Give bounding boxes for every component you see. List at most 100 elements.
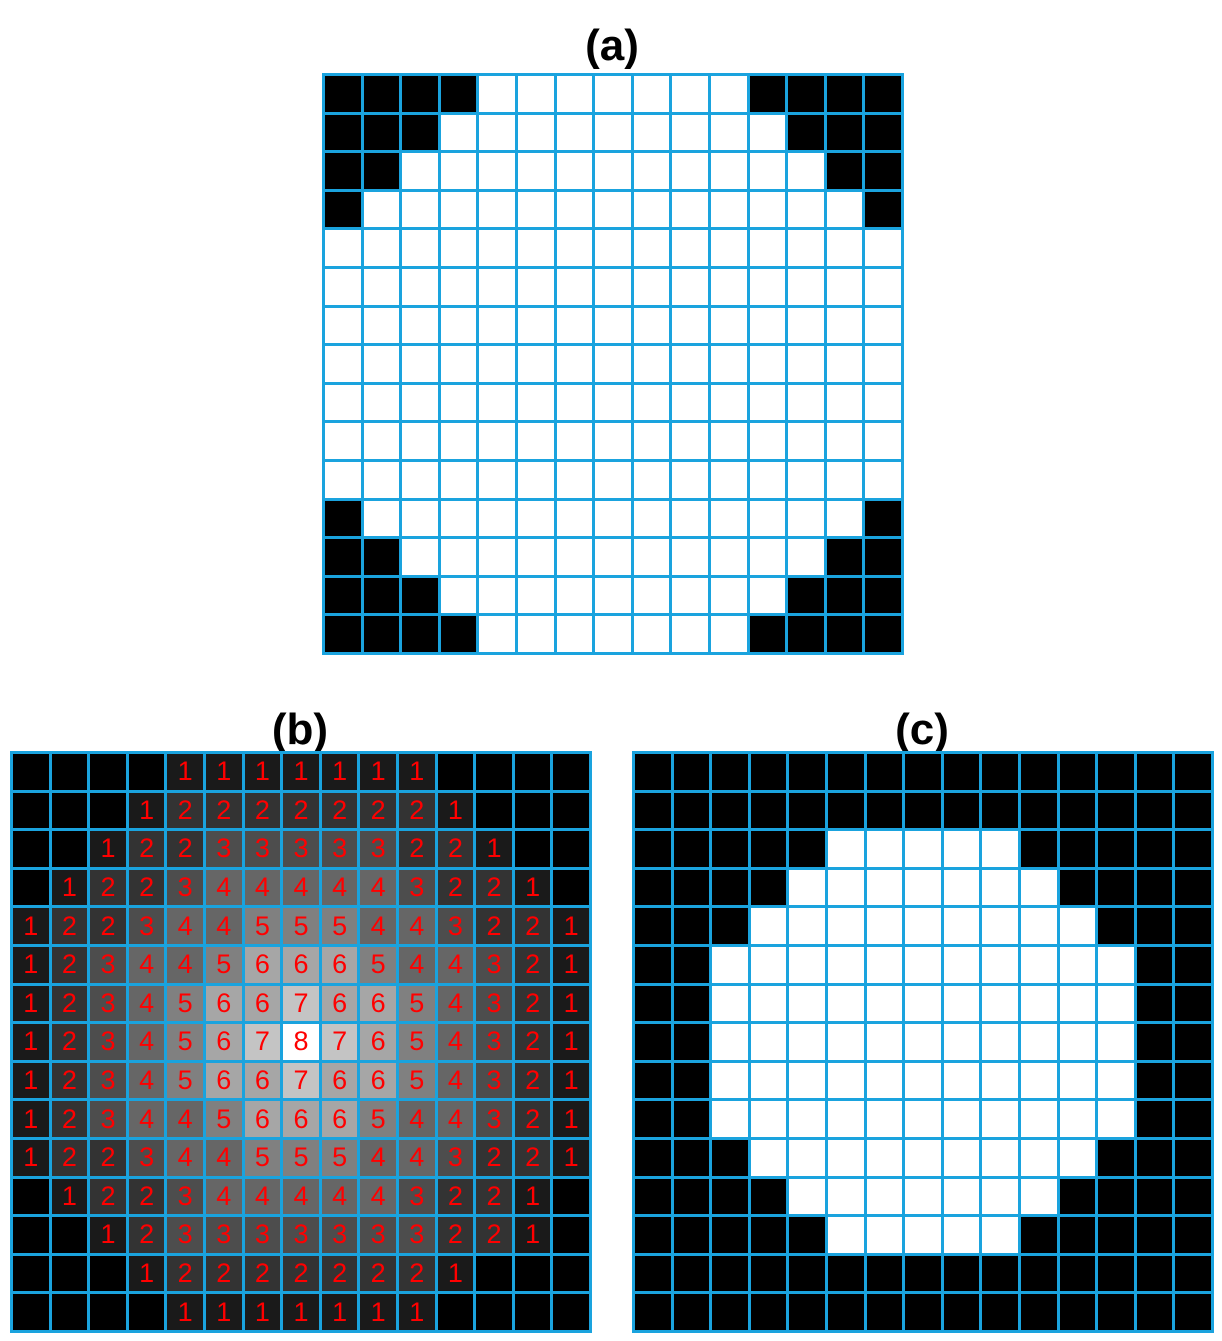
panel-b-cell: 3 <box>476 1062 512 1099</box>
distance-value-label: 4 <box>370 1180 386 1211</box>
panel-c-cell <box>673 754 710 790</box>
distance-value-label: 4 <box>370 910 386 941</box>
panel-b-cell: 2 <box>90 908 126 944</box>
distance-value-label: 5 <box>216 949 232 980</box>
panel-c-cell <box>673 1217 710 1253</box>
panel-b-cell <box>90 754 126 790</box>
panel-c-cell <box>750 869 787 906</box>
distance-value-label: 4 <box>177 910 193 941</box>
panel-b-cell: 1 <box>476 831 512 867</box>
panel-a-cell <box>710 268 747 305</box>
panel-c-cell <box>982 1255 1018 1292</box>
distance-value-label: 2 <box>177 1258 193 1289</box>
panel-c-cell <box>1059 1255 1096 1292</box>
panel-c-cell <box>943 1062 980 1099</box>
distance-value-label: 1 <box>216 1296 232 1327</box>
panel-a-cell <box>440 423 477 459</box>
panel-b-cell: 1 <box>553 946 589 983</box>
panel-b-cell: 3 <box>90 985 126 1022</box>
panel-a-cell <box>633 230 670 266</box>
panel-c-cell <box>943 869 980 906</box>
panel-a-cell <box>517 76 554 112</box>
panel-a-cell <box>363 423 400 459</box>
panel-b-cell: 3 <box>360 1217 396 1253</box>
distance-value-label: 1 <box>61 1180 77 1211</box>
panel-b-cell <box>553 1217 589 1253</box>
panel-c-cell <box>1136 985 1173 1022</box>
panel-b-cell: 5 <box>360 946 396 983</box>
distance-value-label: 4 <box>409 910 425 941</box>
panel-a-cell <box>325 616 361 652</box>
panel-b-cell: 2 <box>437 1178 474 1215</box>
panel-a-cell <box>595 577 631 614</box>
panel-a-cell <box>363 346 400 382</box>
panel-a-cell <box>479 114 515 151</box>
panel-c-cell <box>1136 831 1173 867</box>
distance-value-label: 5 <box>409 987 425 1018</box>
panel-a-cell <box>363 307 400 344</box>
panel-a-cell <box>363 616 400 652</box>
panel-c-cell <box>635 1217 671 1253</box>
panel-b-cell: 3 <box>283 1217 319 1253</box>
panel-c-cell <box>905 946 941 983</box>
panel-b-cell: 2 <box>128 1178 165 1215</box>
panel-c-cell <box>635 946 671 983</box>
panel-c-cell <box>982 1139 1018 1176</box>
distance-value-label: 6 <box>332 1103 348 1134</box>
panel-b-cell: 1 <box>553 908 589 944</box>
panel-a-cell <box>633 539 670 575</box>
panel-b-cell: 3 <box>437 1139 474 1176</box>
distance-value-label: 5 <box>293 910 309 941</box>
panel-b-cell: 5 <box>321 1139 358 1176</box>
panel-b-cell: 4 <box>398 1139 435 1176</box>
panel-c-cell <box>1175 792 1211 829</box>
panel-c-cell <box>866 1062 903 1099</box>
distance-value-label: 3 <box>486 987 502 1018</box>
distance-value-label: 3 <box>447 1142 463 1173</box>
panel-b-cell: 2 <box>128 831 165 867</box>
panel-c-cell <box>866 869 903 906</box>
panel-a-cell <box>517 539 554 575</box>
panel-c-cell <box>866 1217 903 1253</box>
panel-c-cell <box>635 1062 671 1099</box>
panel-a-cell <box>440 616 477 652</box>
panel-a-cell <box>325 384 361 421</box>
panel-b-cell: 2 <box>476 1178 512 1215</box>
panel-c-cell <box>1020 831 1057 867</box>
distance-value-label: 3 <box>293 1219 309 1250</box>
panel-b-cell: 1 <box>51 1178 88 1215</box>
panel-c-cell <box>1020 1217 1057 1253</box>
panel-c-cell <box>750 1294 787 1330</box>
panel-c-cell <box>1136 1217 1173 1253</box>
panel-b-cell: 7 <box>244 1024 281 1060</box>
panel-b-cell <box>553 1178 589 1215</box>
distance-value-label: 1 <box>293 1296 309 1327</box>
panel-c-cell <box>673 1178 710 1215</box>
distance-value-label: 3 <box>486 1065 502 1096</box>
panel-a-cell <box>672 384 708 421</box>
distance-value-label: 4 <box>293 872 309 903</box>
panel-a-cell <box>440 153 477 189</box>
panel-a-cell <box>363 153 400 189</box>
distance-value-label: 1 <box>100 1219 116 1250</box>
panel-b-cell: 2 <box>244 792 281 829</box>
panel-b-cell: 2 <box>514 985 551 1022</box>
panel-c-cell <box>1175 869 1211 906</box>
panel-a-cell <box>440 114 477 151</box>
panel-b-cell: 5 <box>167 985 203 1022</box>
panel-c-cell <box>673 1139 710 1176</box>
panel-b-cell: 8 <box>283 1024 319 1060</box>
panel-c-cell <box>635 908 671 944</box>
panel-a-cell <box>479 423 515 459</box>
panel-a-cell <box>633 191 670 228</box>
panel-c-cell <box>1020 869 1057 906</box>
panel-c-cell <box>635 831 671 867</box>
distance-value-label: 5 <box>370 949 386 980</box>
panel-c-cell <box>712 1255 748 1292</box>
panel-a-cell <box>556 384 593 421</box>
panel-a-cell <box>672 114 708 151</box>
panel-c-cell <box>673 908 710 944</box>
distance-value-label: 5 <box>293 1142 309 1173</box>
distance-value-label: 5 <box>409 1065 425 1096</box>
panel-c-cell <box>750 985 787 1022</box>
